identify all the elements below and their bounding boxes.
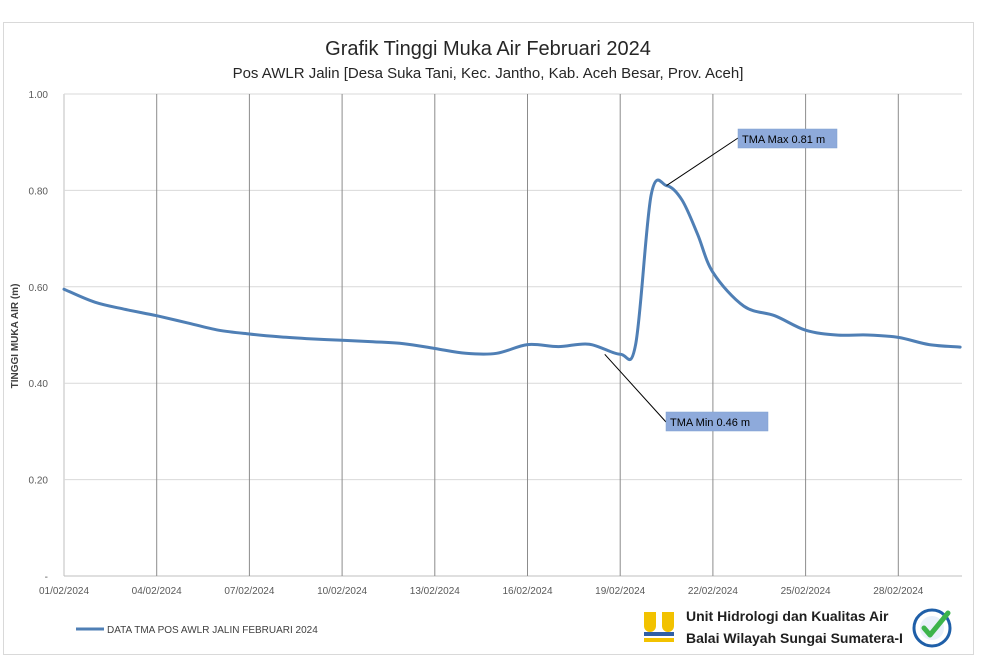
y-tick-label: 0.40: [29, 379, 49, 390]
y-tick-label: 1.00: [29, 90, 49, 101]
y-tick-label: 0.20: [29, 476, 49, 487]
legend-label: DATA TMA POS AWLR JALIN FEBRUARI 2024: [107, 625, 318, 636]
annotations: TMA Max 0.81 m TMA Min 0.46 m: [604, 128, 838, 432]
chart-frame: [3, 22, 974, 655]
pu-logo-icon: [640, 608, 678, 646]
iso-certified-badge-icon: [912, 608, 952, 648]
x-tick-label: 04/02/2024: [132, 586, 182, 597]
x-tick-label: 19/02/2024: [595, 586, 645, 597]
annotation-label: TMA Min 0.46 m: [670, 417, 750, 429]
y-tick-label: -: [45, 572, 48, 583]
chart-subtitle: Pos AWLR Jalin [Desa Suka Tani, Kec. Jan…: [233, 65, 744, 82]
y-tick-label: 0.60: [29, 283, 49, 294]
annotation-leader: [666, 137, 739, 186]
legend: DATA TMA POS AWLR JALIN FEBRUARI 2024: [76, 625, 318, 636]
grid: [63, 93, 962, 577]
y-tick-label: 0.80: [29, 186, 49, 197]
annotation-box: [737, 128, 838, 149]
org-name-line1: Unit Hidrologi dan Kualitas Air: [686, 608, 889, 624]
chart-title: Grafik Tinggi Muka Air Februari 2024: [325, 38, 651, 60]
x-tick-label: 22/02/2024: [688, 586, 738, 597]
x-tick-label: 01/02/2024: [39, 586, 89, 597]
x-tick-label: 07/02/2024: [224, 586, 274, 597]
org-name-line2: Balai Wilayah Sungai Sumatera-I: [686, 630, 903, 646]
x-tick-label: 25/02/2024: [781, 586, 831, 597]
footer: Unit Hidrologi dan Kualitas Air Balai Wi…: [640, 604, 980, 654]
annotation-leader: [604, 353, 667, 423]
x-tick-label: 16/02/2024: [502, 586, 552, 597]
y-axis-label: TINGGI MUKA AIR (m): [10, 284, 21, 389]
x-tick-label: 10/02/2024: [317, 586, 367, 597]
annotation-label: TMA Max 0.81 m: [742, 134, 825, 146]
series-line: [62, 178, 962, 361]
annotation-box: [665, 411, 769, 432]
series: [62, 178, 962, 361]
x-tick-label: 28/02/2024: [873, 586, 923, 597]
x-tick-label: 13/02/2024: [410, 586, 460, 597]
tick-labels: - 0.20 0.40 0.60 0.80 1.00 01/02/2024 04/02/202…: [29, 90, 924, 597]
